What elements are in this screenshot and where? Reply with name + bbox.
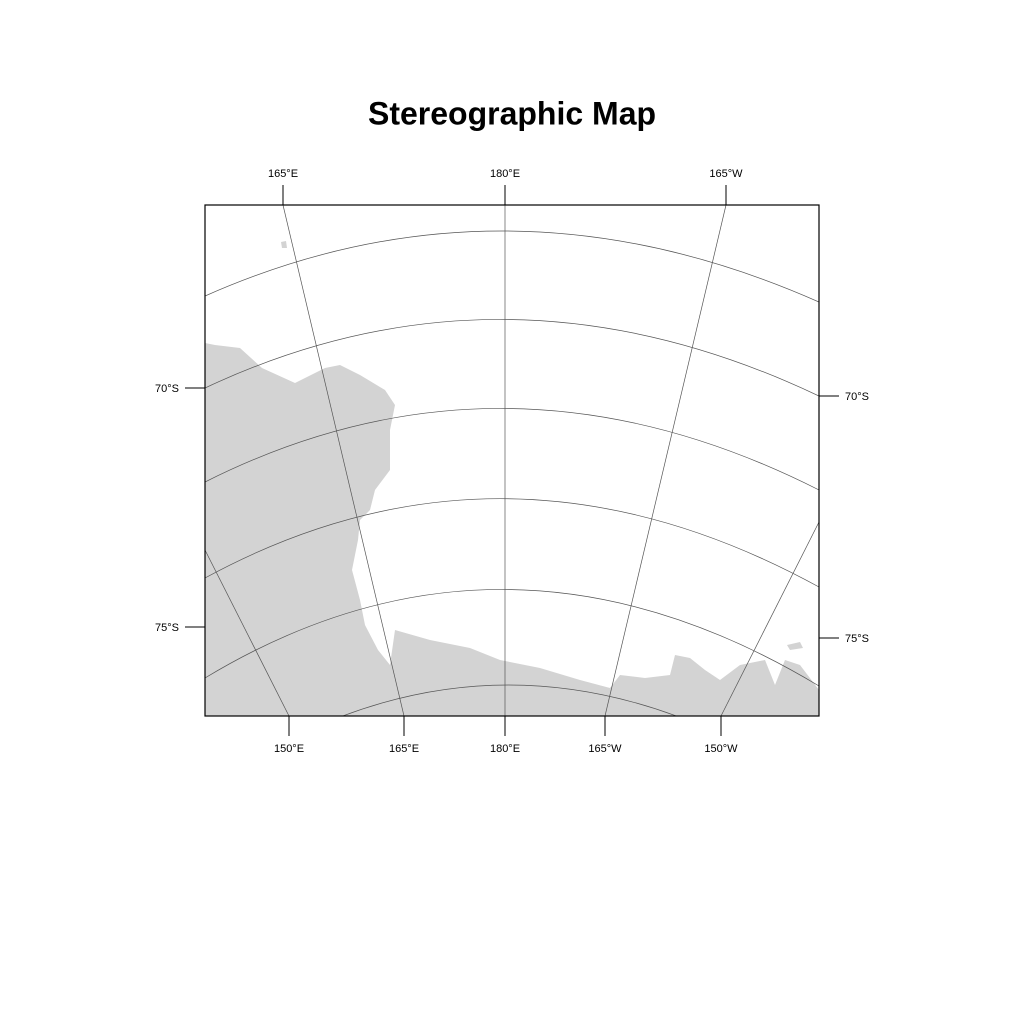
top-label: 180°E	[490, 168, 520, 180]
bottom-label: 150°W	[704, 743, 738, 755]
map-title: Stereographic Map	[368, 95, 656, 131]
map-frame	[204, 204, 820, 717]
land	[205, 343, 819, 716]
ticks	[185, 185, 839, 736]
left-label: 70°S	[155, 383, 179, 395]
map-area	[205, 205, 819, 716]
top-label: 165°E	[268, 168, 298, 180]
bottom-label: 165°E	[389, 743, 419, 755]
graticule	[205, 205, 819, 716]
land	[787, 642, 803, 650]
land	[281, 241, 287, 248]
right-label: 75°S	[845, 633, 869, 645]
bottom-label: 150°E	[274, 743, 304, 755]
bottom-label: 180°E	[490, 743, 520, 755]
top-label: 165°W	[709, 168, 743, 180]
bottom-label: 165°W	[588, 743, 622, 755]
left-label: 75°S	[155, 622, 179, 634]
right-label: 70°S	[845, 391, 869, 403]
